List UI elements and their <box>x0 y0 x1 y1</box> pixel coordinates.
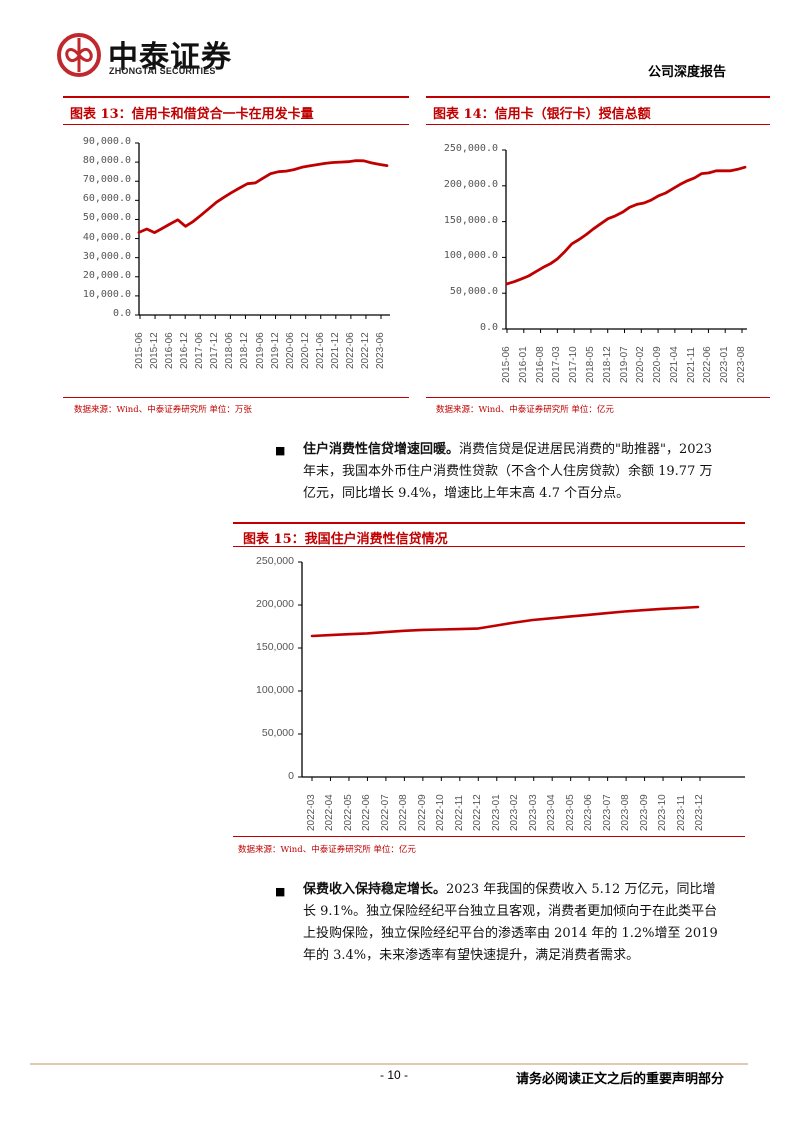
y-tick-label: 60,000.0 <box>82 193 131 205</box>
chart13-plot <box>135 142 390 319</box>
y-tick-label: 50,000.0 <box>82 212 131 224</box>
chart15-source: 数据来源：Wind、中泰证券研究所 单位：亿元 <box>238 845 416 855</box>
series-line <box>505 165 747 286</box>
chart14-source-rule <box>426 397 770 398</box>
y-tick-label: 100,000.0 <box>443 250 498 262</box>
chart14-title-rule <box>426 124 770 125</box>
chart14-plot <box>502 149 747 333</box>
y-tick-label: 150,000 <box>256 641 294 653</box>
paragraph-2-line: 上投购保险，独立保险经纪平台的渗透率由 2014 年的 1.2%增至 2019 <box>303 926 718 941</box>
y-tick-label: 0 <box>288 770 294 782</box>
paragraph-2-line: 年的 3.4%，未来渗透率有望快速提升，满足消费者需求。 <box>303 948 640 963</box>
y-tick-label: 90,000.0 <box>82 136 131 147</box>
chart13-title-rule <box>63 124 409 125</box>
paragraph-1-line: 年末，我国本外币住户消费性贷款（不含个人住房贷款）余额 19.77 万 <box>303 464 713 479</box>
paragraph-1-line: 消费信贷是促进居民消费的"助推器"，2023 <box>459 442 713 457</box>
footer-rule <box>30 1063 748 1065</box>
chart13-source: 数据来源：Wind、中泰证券研究所 单位：万张 <box>74 405 252 415</box>
y-tick-label: 80,000.0 <box>82 155 131 167</box>
paragraph-2-line: 长 9.1%。独立保险经纪平台独立且客观，消费者更加倾向于在此类平台 <box>303 904 718 919</box>
paragraph-consumer-credit: 住户消费性信贷增速回暖。消费信贷是促进居民消费的"助推器"，2023 年末，我国… <box>303 439 743 505</box>
y-tick-label: 20,000.0 <box>82 269 131 281</box>
y-tick-label: 250,000.0 <box>443 143 498 154</box>
y-tick-label: 30,000.0 <box>82 250 131 262</box>
y-tick-label: 250,000 <box>256 555 294 567</box>
chart14-title: 图表 14：信用卡（银行卡）授信总额 <box>433 107 651 122</box>
series-line <box>137 159 389 235</box>
y-tick-label: 50,000.0 <box>449 286 498 298</box>
chart15-source-rule <box>233 836 745 837</box>
chart14-top-rule <box>426 96 770 98</box>
chart15-title-rule <box>233 546 745 547</box>
zhongtai-logo-icon <box>57 33 101 77</box>
chart13-top-rule <box>63 96 409 98</box>
paragraph-2-line: 2023 年我国的保费收入 5.12 万亿元，同比增 <box>446 882 716 897</box>
chart13-title: 图表 13：信用卡和借贷合一卡在用发卡量 <box>70 107 314 122</box>
chart15-plot <box>298 561 745 781</box>
y-tick-label: 100,000 <box>256 684 294 696</box>
series-line <box>310 605 700 638</box>
page-number: - 10 - <box>380 1068 409 1082</box>
y-tick-label: 0.0 <box>112 308 131 319</box>
y-tick-label: 10,000.0 <box>82 288 131 300</box>
y-tick-label: 150,000.0 <box>443 214 498 226</box>
y-tick-label: 200,000 <box>256 598 294 610</box>
y-tick-label: 200,000.0 <box>443 178 498 190</box>
footer-disclaimer: 请务必阅读正文之后的重要声明部分 <box>516 1072 725 1087</box>
bullet-marker: ■ <box>275 885 286 898</box>
paragraph-1-line: 亿元，同比增长 9.4%，增速比上年末高 4.7 个百分点。 <box>303 486 630 501</box>
logo-english-text: ZHONGTAI SECURITIES <box>109 66 216 76</box>
y-tick-label: 50,000 <box>261 727 294 739</box>
chart15-top-rule <box>233 522 745 524</box>
paragraph-insurance-premium: 保费收入保持稳定增长。2023 年我国的保费收入 5.12 万亿元，同比增 长 … <box>303 879 743 967</box>
chart14-source: 数据来源：Wind、中泰证券研究所 单位：亿元 <box>436 405 614 415</box>
logo-chinese-text: 中泰证券 <box>108 40 232 75</box>
report-type-label: 公司深度报告 <box>648 65 727 80</box>
y-tick-label: 70,000.0 <box>82 174 131 186</box>
chart13-source-rule <box>63 397 409 398</box>
chart15-title: 图表 15：我国住户消费性信贷情况 <box>243 532 448 547</box>
bullet-marker: ■ <box>275 444 286 457</box>
y-tick-label: 40,000.0 <box>82 231 131 243</box>
paragraph-1-heading: 住户消费性信贷增速回暖。 <box>303 442 460 457</box>
y-tick-label: 0.0 <box>479 322 498 333</box>
paragraph-2-heading: 保费收入保持稳定增长。 <box>303 882 447 897</box>
